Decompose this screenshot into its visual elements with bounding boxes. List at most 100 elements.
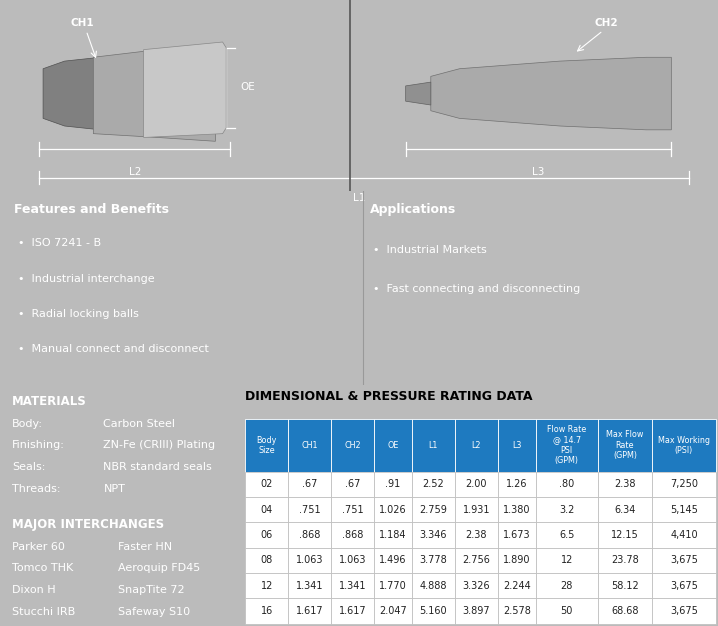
Bar	[374, 598, 412, 623]
Bar	[374, 419, 412, 472]
Text: 58.12: 58.12	[611, 581, 639, 590]
Text: 2.244: 2.244	[503, 581, 531, 590]
Text: 5,145: 5,145	[670, 505, 698, 515]
Text: Carbon Steel: Carbon Steel	[103, 419, 175, 429]
Text: Dixon H: Dixon H	[12, 585, 56, 595]
Text: 1.496: 1.496	[379, 555, 406, 565]
Bar	[246, 497, 288, 522]
Text: MAJOR INTERCHANGES: MAJOR INTERCHANGES	[12, 518, 164, 531]
Text: Max Flow
Rate
(GPM): Max Flow Rate (GPM)	[606, 430, 643, 460]
Text: 12: 12	[261, 581, 273, 590]
Text: 3.897: 3.897	[462, 606, 490, 616]
Bar	[455, 522, 498, 548]
Bar	[653, 522, 716, 548]
Bar	[246, 522, 288, 548]
Bar	[246, 419, 288, 472]
Text: Body:: Body:	[12, 419, 43, 429]
Text: .751: .751	[299, 505, 320, 515]
Text: 1.380: 1.380	[503, 505, 531, 515]
Text: L1: L1	[429, 441, 438, 449]
Text: Applications: Applications	[370, 203, 456, 215]
Text: Flow Rate
@ 14.7
PSI
(GPM): Flow Rate @ 14.7 PSI (GPM)	[547, 425, 587, 465]
Text: 1.617: 1.617	[339, 606, 366, 616]
Text: 4,410: 4,410	[670, 530, 698, 540]
Bar	[455, 419, 498, 472]
Text: 2.38: 2.38	[465, 530, 487, 540]
Text: 02: 02	[261, 480, 273, 490]
Text: .868: .868	[342, 530, 363, 540]
Bar	[374, 497, 412, 522]
Bar	[498, 419, 536, 472]
Bar	[597, 522, 653, 548]
Bar	[536, 522, 597, 548]
Bar	[288, 548, 331, 573]
Text: Parker 60: Parker 60	[12, 541, 65, 552]
Bar	[288, 522, 331, 548]
Text: 23.78: 23.78	[611, 555, 639, 565]
Text: 1.770: 1.770	[379, 581, 407, 590]
Bar	[597, 573, 653, 598]
Text: 3,675: 3,675	[670, 606, 698, 616]
Bar	[246, 598, 288, 623]
Text: 16: 16	[261, 606, 273, 616]
Bar	[331, 598, 374, 623]
Text: 6.34: 6.34	[615, 505, 635, 515]
Text: 1.026: 1.026	[379, 505, 406, 515]
Bar	[653, 548, 716, 573]
Bar	[498, 598, 536, 623]
Bar	[498, 548, 536, 573]
Bar	[412, 419, 455, 472]
Bar	[374, 573, 412, 598]
Text: .751: .751	[342, 505, 363, 515]
Bar	[331, 522, 374, 548]
Text: 1.063: 1.063	[296, 555, 323, 565]
Text: L1: L1	[353, 193, 365, 203]
Bar	[412, 522, 455, 548]
Text: 2.756: 2.756	[462, 555, 490, 565]
Text: .80: .80	[559, 480, 574, 490]
Bar	[653, 598, 716, 623]
Text: 2.38: 2.38	[614, 480, 635, 490]
Text: •  Radial locking balls: • Radial locking balls	[18, 309, 139, 319]
Bar	[331, 419, 374, 472]
Text: •  Industrial interchange: • Industrial interchange	[18, 274, 154, 284]
Text: 1.063: 1.063	[339, 555, 366, 565]
Text: Features and Benefits: Features and Benefits	[14, 203, 169, 215]
Bar	[246, 548, 288, 573]
Text: Seals:: Seals:	[12, 462, 45, 472]
Text: .868: .868	[299, 530, 320, 540]
Bar	[653, 472, 716, 497]
Text: Stucchi IRB: Stucchi IRB	[12, 607, 75, 617]
Text: L2: L2	[472, 441, 481, 449]
Text: Max Working
(PSI): Max Working (PSI)	[658, 436, 710, 455]
Text: •  Fast connecting and disconnecting: • Fast connecting and disconnecting	[373, 284, 581, 294]
Bar	[536, 472, 597, 497]
Text: Safeway S10: Safeway S10	[118, 607, 190, 617]
Text: 6.5: 6.5	[559, 530, 574, 540]
Text: 68.68: 68.68	[611, 606, 639, 616]
Bar	[653, 419, 716, 472]
Text: 3,675: 3,675	[670, 581, 698, 590]
Polygon shape	[93, 46, 215, 141]
Bar	[498, 573, 536, 598]
Text: OE: OE	[241, 82, 256, 92]
Bar	[597, 472, 653, 497]
Text: 3.346: 3.346	[420, 530, 447, 540]
Text: 04: 04	[261, 505, 273, 515]
Bar	[288, 419, 331, 472]
Text: 28: 28	[561, 581, 573, 590]
Text: .67: .67	[345, 480, 360, 490]
Bar	[597, 598, 653, 623]
Bar	[331, 497, 374, 522]
Text: Threads:: Threads:	[12, 484, 60, 494]
Text: 1.184: 1.184	[379, 530, 406, 540]
Bar	[412, 598, 455, 623]
Bar	[288, 573, 331, 598]
Text: 08: 08	[261, 555, 273, 565]
Bar	[653, 497, 716, 522]
Bar	[455, 497, 498, 522]
Bar	[331, 472, 374, 497]
Text: 1.26: 1.26	[506, 480, 528, 490]
Bar	[536, 548, 597, 573]
Text: L3: L3	[532, 167, 545, 177]
